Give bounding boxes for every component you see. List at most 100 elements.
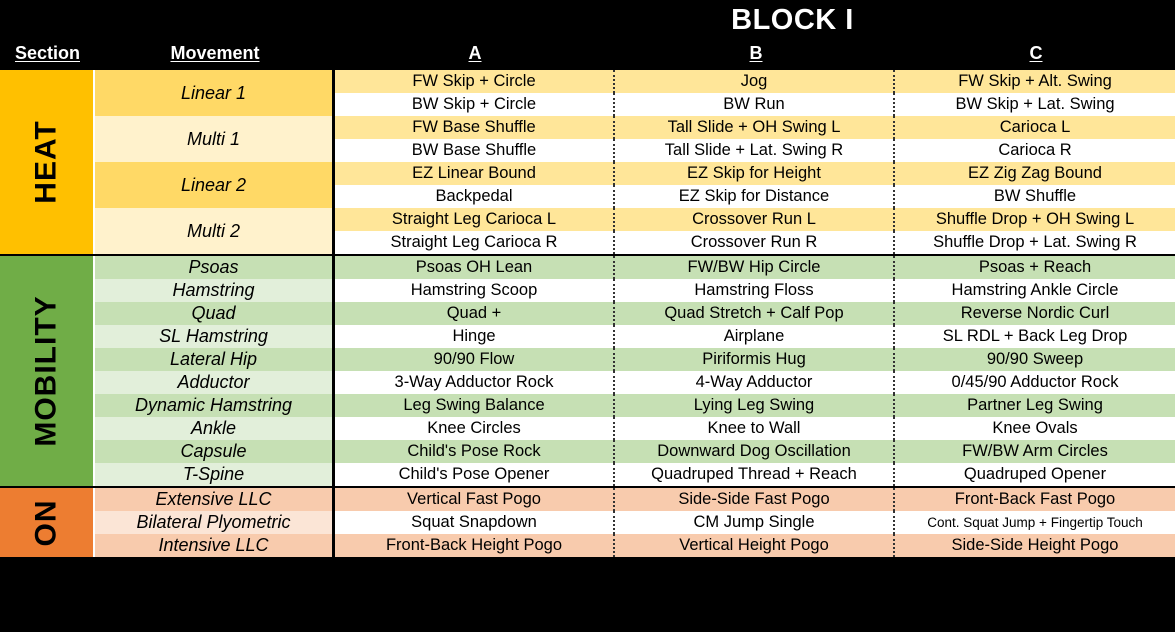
cell-a: Child's Pose Opener (335, 463, 615, 486)
cell-a: 3-Way Adductor Rock (335, 371, 615, 394)
cell-b: Downward Dog Oscillation (615, 440, 895, 463)
section-label-text: MOBILITY (29, 295, 63, 447)
cell-b: Vertical Height Pogo (615, 534, 895, 557)
cell-c: SL RDL + Back Leg Drop (895, 325, 1175, 348)
column-header-movement: Movement (170, 43, 260, 63)
cell-a: Hamstring Scoop (335, 279, 615, 302)
table-row: Lateral Hip 90/90 Flow Piriformis Hug 90/90… (95, 348, 1175, 371)
page-title: BLOCK I (731, 4, 854, 36)
cell-c: Carioca R (895, 139, 1175, 162)
table-row: Bilateral Plyometric Squat Snapdown CM Jum… (95, 511, 1175, 534)
cell-a: Hinge (335, 325, 615, 348)
cell-a: Vertical Fast Pogo (335, 488, 615, 511)
movement-label: Ankle (95, 417, 335, 440)
cell-b: EZ Skip for Height (615, 162, 895, 185)
cell-a: BW Base Shuffle (335, 139, 615, 162)
movement-label: Multi 1 (95, 116, 335, 162)
cell-b: EZ Skip for Distance (615, 185, 895, 208)
table-row: BW Base Shuffle Tall Slide + Lat. Swing R… (95, 139, 1175, 162)
movement-label: Linear 1 (95, 70, 335, 116)
cell-b: FW/BW Hip Circle (615, 256, 895, 279)
cell-a: FW Skip + Circle (335, 70, 615, 93)
movement-label: Intensive LLC (95, 534, 335, 557)
cell-a: Child's Pose Rock (335, 440, 615, 463)
cell-c: 0/45/90 Adductor Rock (895, 371, 1175, 394)
movement-label: Quad (95, 302, 335, 325)
cell-a: Backpedal (335, 185, 615, 208)
cell-b: Jog (615, 70, 895, 93)
table-row: FW Base Shuffle Tall Slide + OH Swing L Ca… (95, 116, 1175, 139)
section-rows: Extensive LLC Vertical Fast Pogo Side-Side… (95, 488, 1175, 557)
movement-label: Dynamic Hamstring (95, 394, 335, 417)
table-row: Ankle Knee Circles Knee to Wall Knee Ovals (95, 417, 1175, 440)
table-row: Capsule Child's Pose Rock Downward Dog Osc… (95, 440, 1175, 463)
table-row: Psoas Psoas OH Lean FW/BW Hip Circle Psoas … (95, 256, 1175, 279)
table-row: SL Hamstring Hinge Airplane SL RDL + Back L… (95, 325, 1175, 348)
cell-a: 90/90 Flow (335, 348, 615, 371)
cell-a: Straight Leg Carioca R (335, 231, 615, 254)
column-header-c: C (1029, 43, 1043, 63)
table-row: Backpedal EZ Skip for Distance BW Shuffle (95, 185, 1175, 208)
cell-b: Crossover Run R (615, 231, 895, 254)
cell-a: Quad + (335, 302, 615, 325)
cell-a: Leg Swing Balance (335, 394, 615, 417)
table-row: Straight Leg Carioca R Crossover Run R Shu… (95, 231, 1175, 254)
cell-b: Quadruped Thread + Reach (615, 463, 895, 486)
cell-b: Crossover Run L (615, 208, 895, 231)
column-header-b: B (749, 43, 763, 63)
movement-spacer (95, 185, 335, 208)
cell-c: Front-Back Fast Pogo (895, 488, 1175, 511)
section-label-mobility: MOBILITY (0, 256, 95, 486)
table-row: Dynamic Hamstring Leg Swing Balance Lying … (95, 394, 1175, 417)
table-row: Quad Quad + Quad Stretch + Calf Pop Reverse… (95, 302, 1175, 325)
table-row: EZ Linear Bound EZ Skip for Height EZ Zig … (95, 162, 1175, 185)
cell-b: Airplane (615, 325, 895, 348)
section-label-text: ON (29, 499, 63, 546)
cell-b: 4-Way Adductor (615, 371, 895, 394)
cell-c: Shuffle Drop + Lat. Swing R (895, 231, 1175, 254)
cell-c: Hamstring Ankle Circle (895, 279, 1175, 302)
section-block-mobility: MOBILITY Psoas Psoas OH Lean FW/BW Hip Circ… (0, 256, 1175, 486)
section-label-text: HEAT (29, 120, 63, 204)
movement-spacer (95, 231, 335, 254)
cell-c: FW/BW Arm Circles (895, 440, 1175, 463)
section-label-on: ON (0, 488, 95, 557)
cell-b: BW Run (615, 93, 895, 116)
column-header-row: Section Movement A B C (0, 40, 1175, 70)
movement-label: Extensive LLC (95, 488, 335, 511)
cell-a: FW Base Shuffle (335, 116, 615, 139)
table-row: Extensive LLC Vertical Fast Pogo Side-Side… (95, 488, 1175, 511)
table-body: HEAT Linear 1 FW Skip + Circle Jog FW Skip +… (0, 70, 1175, 632)
movement-spacer (95, 93, 335, 116)
cell-b: Side-Side Fast Pogo (615, 488, 895, 511)
cell-c: Knee Ovals (895, 417, 1175, 440)
movement-spacer (95, 208, 335, 231)
movement-label: Multi 2 (95, 208, 335, 254)
column-header-section: Section (14, 43, 80, 63)
cell-c: BW Shuffle (895, 185, 1175, 208)
cell-c: FW Skip + Alt. Swing (895, 70, 1175, 93)
movement-spacer (95, 162, 335, 185)
section-divider (0, 486, 1175, 488)
column-header-a: A (468, 43, 482, 63)
cell-b: CM Jump Single (615, 511, 895, 534)
cell-c: EZ Zig Zag Bound (895, 162, 1175, 185)
cell-b: Lying Leg Swing (615, 394, 895, 417)
table-row: T-Spine Child's Pose Opener Quadruped Thre… (95, 463, 1175, 486)
movement-spacer (95, 116, 335, 139)
movement-spacer (95, 139, 335, 162)
cell-c: Reverse Nordic Curl (895, 302, 1175, 325)
section-rows: Psoas Psoas OH Lean FW/BW Hip Circle Psoas … (95, 256, 1175, 486)
movement-spacer (95, 70, 335, 93)
cell-c: Shuffle Drop + OH Swing L (895, 208, 1175, 231)
cell-b: Quad Stretch + Calf Pop (615, 302, 895, 325)
table-row: Adductor 3-Way Adductor Rock 4-Way Adducto… (95, 371, 1175, 394)
cell-b: Hamstring Floss (615, 279, 895, 302)
table-row: Intensive LLC Front-Back Height Pogo Verti… (95, 534, 1175, 557)
section-block-on: ON Extensive LLC Vertical Fast Pogo Side-Si… (0, 488, 1175, 557)
table-row: BW Skip + Circle BW Run BW Skip + Lat. Swi… (95, 93, 1175, 116)
section-label-heat: HEAT (0, 70, 95, 254)
section-divider (0, 254, 1175, 256)
cell-a: Front-Back Height Pogo (335, 534, 615, 557)
